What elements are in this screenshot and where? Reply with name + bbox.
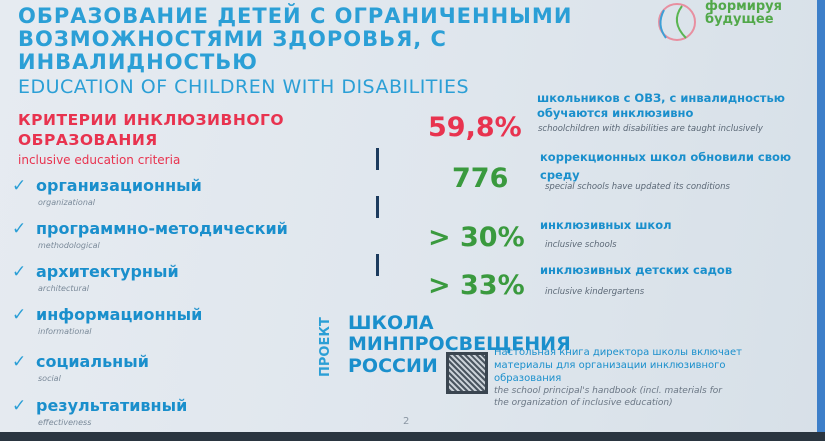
stat-label: инклюзивных школ xyxy=(540,218,672,232)
project-label: ПРОЕКТ xyxy=(318,317,333,377)
stat-label: инклюзивных детских садов xyxy=(540,263,733,277)
check-icon: ✓ xyxy=(12,219,27,239)
divider xyxy=(376,148,379,170)
divider xyxy=(376,196,379,218)
criteria-title-2: ОБРАЗОВАНИЯ xyxy=(18,131,158,149)
title-line-2: ВОЗМОЖНОСТЯМИ ЗДОРОВЬЯ, С xyxy=(18,27,447,51)
check-icon: ✓ xyxy=(12,262,27,282)
stat-value: 59,8% xyxy=(428,112,522,143)
stat-value: 776 xyxy=(452,163,509,194)
project-name-1: ШКОЛА xyxy=(348,312,434,334)
logo-text: формируя будущее xyxy=(705,0,782,27)
check-icon: ✓ xyxy=(12,352,27,372)
page-number: 2 xyxy=(403,416,410,427)
stat-value: > 30% xyxy=(428,222,525,253)
book-description: Настольная книга директора школы включае… xyxy=(494,347,742,384)
logo-icon xyxy=(658,3,696,41)
title-line-3: ИНВАЛИДНОСТЬЮ xyxy=(18,50,258,74)
stat-value: > 33% xyxy=(428,270,525,301)
slide: ОБРАЗОВАНИЕ ДЕТЕЙ С ОГРАНИЧЕННЫМИ ВОЗМОЖ… xyxy=(0,0,825,432)
book-description-en: the school principal's handbook (incl. m… xyxy=(494,386,722,408)
check-icon: ✓ xyxy=(12,176,27,196)
project-name-3: РОССИИ xyxy=(348,355,438,377)
qr-code[interactable] xyxy=(446,352,488,394)
divider xyxy=(376,254,379,276)
criteria-subtitle: inclusive education criteria xyxy=(18,153,181,167)
stat-label-en: schoolchildren with disabilities are tau… xyxy=(538,124,763,134)
title-en: EDUCATION OF CHILDREN WITH DISABILITIES xyxy=(18,76,470,98)
slide-edge xyxy=(817,0,825,432)
stat-label-en: special schools have updated its conditi… xyxy=(545,182,730,192)
stat-label: школьников с ОВЗ, с инвалидностью обучают… xyxy=(537,91,785,120)
project-name-2: МИНПРОСВЕЩЕНИЯ xyxy=(348,333,571,355)
criteria-title-1: КРИТЕРИИ ИНКЛЮЗИВНОГО xyxy=(18,111,285,129)
stat-label-en: inclusive kindergartens xyxy=(545,287,645,297)
title-line-1: ОБРАЗОВАНИЕ ДЕТЕЙ С ОГРАНИЧЕННЫМИ xyxy=(18,4,573,28)
check-icon: ✓ xyxy=(12,396,27,416)
stat-label-en: inclusive schools xyxy=(545,240,617,250)
stat-label: коррекционных школ обновили свою среду xyxy=(540,150,792,182)
check-icon: ✓ xyxy=(12,305,27,325)
